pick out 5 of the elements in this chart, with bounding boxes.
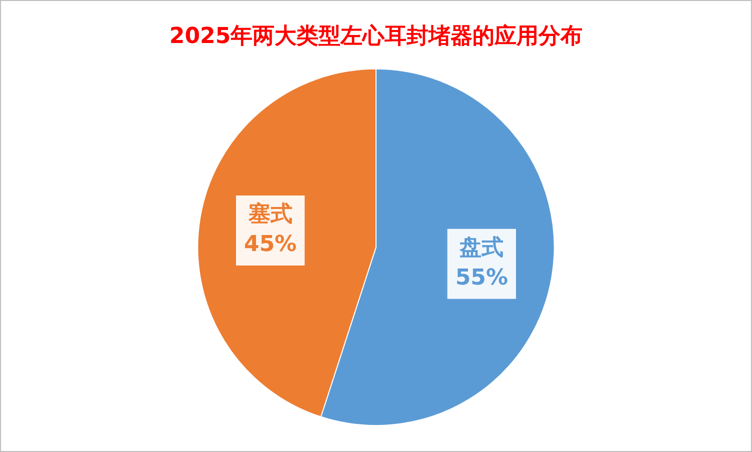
slice-label: 塞式 xyxy=(247,201,292,228)
chart-title: 2025年两大类型左心耳封堵器的应用分布 xyxy=(169,22,583,49)
slice-label: 盘式 xyxy=(458,236,504,261)
data-label: 55% xyxy=(455,266,508,291)
data-label: 45% xyxy=(244,232,297,258)
